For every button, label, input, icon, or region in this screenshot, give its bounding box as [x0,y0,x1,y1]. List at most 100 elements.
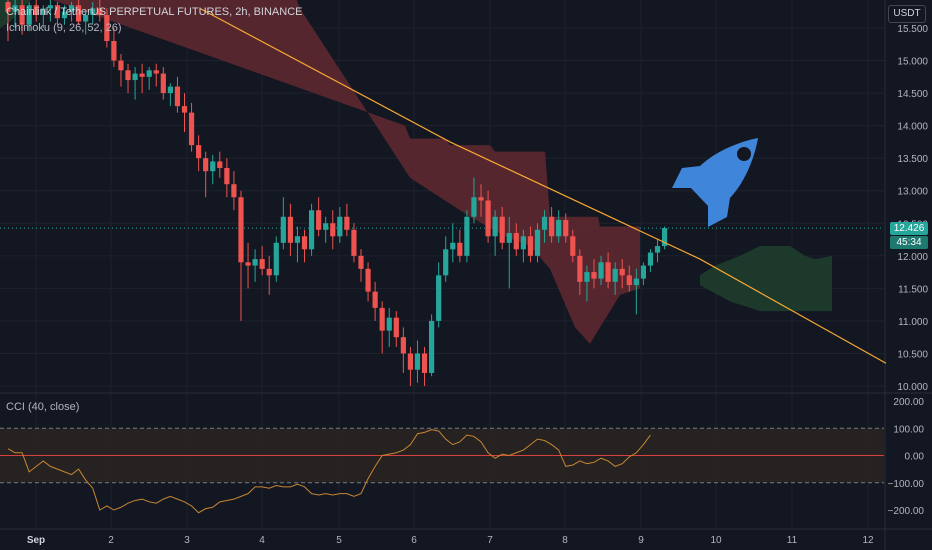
candle[interactable] [33,0,39,22]
candle[interactable] [633,268,639,315]
candle[interactable] [210,154,216,185]
candle[interactable] [40,5,46,28]
indicator-legend[interactable]: Ichimoku (9, 26, 52, 26) [6,22,122,34]
candle[interactable] [97,0,103,22]
candle[interactable] [563,213,569,243]
candle[interactable] [224,158,230,198]
candle[interactable] [316,197,322,237]
candle[interactable] [266,255,272,295]
candle[interactable] [125,63,131,94]
candle[interactable] [534,223,541,263]
candle[interactable] [54,1,61,25]
candle[interactable] [372,281,378,321]
candle[interactable] [429,314,435,377]
candle[interactable] [485,190,491,243]
candle[interactable] [492,210,498,256]
candle[interactable] [591,259,597,289]
candle[interactable] [217,151,223,178]
candle[interactable] [174,76,181,113]
candle[interactable] [541,210,548,243]
candle[interactable] [351,223,357,263]
candle[interactable] [619,259,625,289]
candle[interactable] [365,262,371,302]
candle[interactable] [12,0,18,28]
trendline-line[interactable] [199,7,887,364]
candle[interactable] [153,63,159,87]
candle[interactable] [436,262,442,328]
cci-legend[interactable]: CCI (40, close) [6,401,80,413]
candle[interactable] [181,93,188,133]
candle[interactable] [443,236,449,282]
candle[interactable] [556,210,562,243]
candle[interactable] [294,226,301,263]
candle[interactable] [661,226,668,250]
candle[interactable] [287,203,293,256]
candle[interactable] [577,249,583,295]
candle[interactable] [513,223,519,256]
candle[interactable] [414,340,421,383]
trendline[interactable] [199,7,887,364]
candle[interactable] [245,242,251,289]
candle[interactable] [111,28,117,68]
candle[interactable] [570,229,576,263]
candle[interactable] [26,1,32,32]
cci-axis[interactable]: 200.00 100.00 0.00 −100.00 −200.00 [888,397,925,517]
candle[interactable] [654,239,661,263]
candle[interactable] [379,301,385,354]
candle[interactable] [188,102,195,152]
candle[interactable] [160,67,166,100]
candle[interactable] [527,226,534,263]
candle[interactable] [358,249,364,282]
candle[interactable] [280,197,286,250]
candle[interactable] [203,151,209,198]
candle[interactable] [196,135,202,172]
candle[interactable] [337,207,343,243]
candle[interactable] [457,229,463,263]
candle[interactable] [598,255,604,286]
candle[interactable] [407,346,414,386]
candle[interactable] [132,67,138,100]
candle[interactable] [146,67,152,90]
candle[interactable] [400,327,406,373]
candle[interactable] [231,171,237,211]
candle[interactable] [450,223,456,263]
candle[interactable] [47,0,53,22]
candle[interactable] [647,249,654,273]
candle[interactable] [139,63,145,94]
candles[interactable] [5,0,668,386]
candle[interactable] [464,210,470,263]
candle[interactable] [626,265,632,292]
candle[interactable] [323,216,329,243]
candle[interactable] [499,207,505,250]
candle[interactable] [520,229,526,263]
candle[interactable] [612,262,618,295]
price-axis[interactable]: 15.50015.00014.50014.00013.50013.00012.5… [897,24,928,393]
candle[interactable] [5,0,11,42]
candle[interactable] [605,252,611,289]
candle[interactable] [344,203,350,237]
candle[interactable] [330,210,336,250]
candle[interactable] [238,190,244,321]
candle[interactable] [90,1,96,25]
time-axis[interactable]: Sep 2 3 4 5 6 7 8 9 10 11 12 [27,535,874,546]
candle[interactable] [76,0,82,25]
candle[interactable] [549,207,555,243]
candle[interactable] [167,83,173,107]
candle[interactable] [584,265,590,302]
candle[interactable] [118,54,124,87]
candle[interactable] [393,311,399,347]
candle[interactable] [68,1,75,22]
candle[interactable] [252,249,258,282]
candle[interactable] [61,5,68,25]
candle[interactable] [308,203,315,256]
candle[interactable] [471,177,477,224]
candle[interactable] [506,216,512,289]
candle[interactable] [83,11,89,35]
candle[interactable] [301,229,308,263]
candle[interactable] [259,246,265,276]
candle[interactable] [19,0,25,35]
candle[interactable] [640,262,646,286]
candle[interactable] [104,8,110,48]
candle[interactable] [421,346,428,386]
